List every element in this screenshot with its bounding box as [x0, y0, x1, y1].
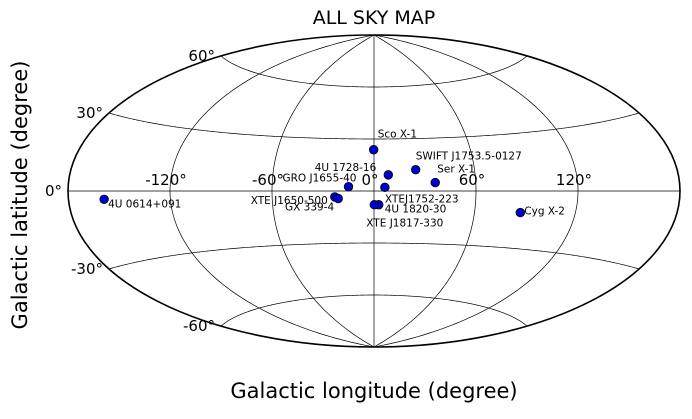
data-point [369, 199, 380, 210]
latitude-tick-label: 0° [45, 182, 62, 200]
data-point [515, 207, 526, 218]
point-label: XTE J1817-330 [366, 218, 443, 230]
point-label: Sco X-1 [378, 129, 417, 141]
longitude-tick-label: -60° [252, 171, 284, 189]
point-label: XTE J1650-500 [251, 195, 328, 207]
longitude-tick-label: 60° [459, 171, 486, 189]
data-point [368, 145, 379, 155]
point-label: GX 339-4 [285, 202, 334, 214]
latitude-tick-label: -30° [71, 260, 103, 278]
parallel-line [108, 112, 640, 140]
data-point [333, 193, 343, 204]
data-points [99, 145, 526, 218]
point-label: XTEJ1752-223 [385, 193, 459, 205]
parallel-line [220, 294, 528, 327]
chart-title: ALL SKY MAP [313, 7, 436, 29]
longitude-tick-label: -120° [145, 171, 187, 189]
latitude-tick-label: 30° [76, 104, 103, 122]
y-axis-label: Galactic latitude (degree) [8, 61, 32, 330]
latitude-tick-label: -60° [183, 317, 215, 335]
point-label: Cyg X-2 [524, 206, 565, 218]
longitude-tick-label: 0° [361, 171, 378, 189]
point-label: 4U 1728-16 [315, 162, 377, 174]
parallel-line [108, 242, 640, 270]
data-point [343, 181, 354, 192]
point-label: Ser X-1 [437, 164, 475, 176]
point-label: 4U 0614+091 [108, 198, 181, 210]
map-boundary [67, 34, 681, 348]
longitude-tick-label: 120° [556, 171, 592, 189]
point-label: GRO J1655-40 [282, 173, 356, 185]
point-label: 4U 1820-30 [385, 204, 447, 216]
data-point [410, 164, 421, 175]
data-point [430, 177, 440, 188]
data-point [99, 194, 109, 205]
data-point [383, 170, 394, 180]
data-point [380, 182, 390, 193]
graticule [67, 34, 681, 348]
parallel-line [220, 55, 528, 88]
x-axis-label: Galactic longitude (degree) [230, 379, 517, 403]
tick-labels: -120° -60° 0° 60° 120° -60° -30° 0° 30° 60° [45, 47, 592, 335]
latitude-tick-label: 60° [188, 47, 215, 65]
point-label: SWIFT J1753.5-0127 [416, 151, 522, 163]
